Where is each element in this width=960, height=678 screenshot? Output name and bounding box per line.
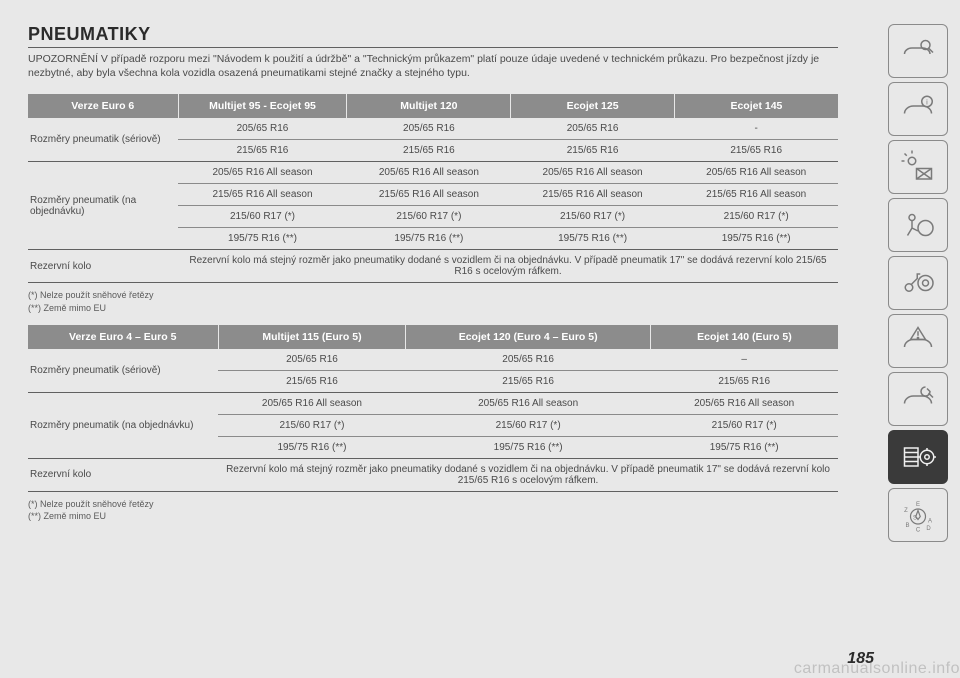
- cell: 205/65 R16: [218, 349, 406, 371]
- t2-h2: Ecojet 120 (Euro 4 – Euro 5): [406, 325, 650, 349]
- cell: 215/65 R16: [406, 370, 650, 392]
- cell: 215/60 R17 (*): [650, 414, 838, 436]
- rail-tab-key-icon[interactable]: [888, 256, 948, 310]
- cell: 195/75 R16 (**): [650, 436, 838, 458]
- cell: 205/65 R16 All season: [511, 162, 675, 184]
- t1-h4: Ecojet 145: [674, 94, 838, 118]
- rail-tab-specs-icon[interactable]: [888, 430, 948, 484]
- cell: 205/65 R16 All season: [406, 392, 650, 414]
- cell: 195/75 R16 (**): [674, 228, 838, 250]
- footnote-star: (*) Nelze použít sněhové řetězy: [28, 289, 838, 302]
- t2-row3-label: Rezervní kolo: [28, 458, 218, 491]
- tyre-table-euro45: Verze Euro 4 – Euro 5 Multijet 115 (Euro…: [28, 325, 838, 492]
- t2-row1-label: Rozměry pneumatik (sériově): [28, 349, 218, 393]
- t1-row3-label: Rezervní kolo: [28, 250, 178, 283]
- cell: 195/75 R16 (**): [347, 228, 511, 250]
- cell: 205/65 R16: [347, 118, 511, 140]
- rail-tab-compass-icon[interactable]: E Z A B D C S: [888, 488, 948, 542]
- rail-tab-lights-icon[interactable]: [888, 140, 948, 194]
- intro-text: UPOZORNĚNÍ V případě rozporu mezi "Návod…: [28, 52, 838, 80]
- t1-h1: Multijet 95 - Ecojet 95: [178, 94, 347, 118]
- cell: 215/60 R17 (*): [218, 414, 406, 436]
- cell: 215/60 R17 (*): [178, 206, 347, 228]
- svg-text:A: A: [928, 519, 932, 525]
- t2-row2-label: Rozměry pneumatik (na objednávku): [28, 392, 218, 458]
- cell: 205/65 R16 All season: [674, 162, 838, 184]
- cell: –: [650, 349, 838, 371]
- svg-text:D: D: [926, 526, 931, 532]
- cell: 205/65 R16 All season: [347, 162, 511, 184]
- section-rail: i: [888, 24, 948, 542]
- tyre-table-euro6: Verze Euro 6 Multijet 95 - Ecojet 95 Mul…: [28, 94, 838, 283]
- cell: 215/65 R16: [347, 140, 511, 162]
- t1-row1-label: Rozměry pneumatik (sériově): [28, 118, 178, 162]
- svg-text:B: B: [905, 523, 909, 529]
- cell: 205/65 R16: [178, 118, 347, 140]
- cell: 215/60 R17 (*): [674, 206, 838, 228]
- cell: 205/65 R16: [511, 118, 675, 140]
- cell: 195/75 R16 (**): [178, 228, 347, 250]
- cell: 205/65 R16: [406, 349, 650, 371]
- footnotes-1: (*) Nelze použít sněhové řetězy (**) Zem…: [28, 289, 838, 314]
- cell: 215/60 R17 (*): [347, 206, 511, 228]
- t1-row2-label: Rozměry pneumatik (na objednávku): [28, 162, 178, 250]
- t1-h2: Multijet 120: [347, 94, 511, 118]
- t2-h1: Multijet 115 (Euro 5): [218, 325, 406, 349]
- svg-text:i: i: [926, 98, 928, 107]
- t2-spare-text: Rezervní kolo má stejný rozměr jako pneu…: [218, 458, 838, 491]
- cell: 215/65 R16 All season: [511, 184, 675, 206]
- rail-tab-service-icon[interactable]: [888, 372, 948, 426]
- cell: 195/75 R16 (**): [406, 436, 650, 458]
- svg-text:C: C: [916, 528, 921, 534]
- t1-h3: Ecojet 125: [511, 94, 675, 118]
- cell: 215/65 R16: [218, 370, 406, 392]
- footnote-dstar-2: (**) Země mimo EU: [28, 510, 838, 523]
- rail-tab-airbag-icon[interactable]: [888, 198, 948, 252]
- watermark: carmanualsonline.info: [794, 660, 960, 678]
- rail-tab-search-icon[interactable]: [888, 24, 948, 78]
- cell: 215/65 R16 All season: [178, 184, 347, 206]
- svg-text:Z: Z: [904, 508, 908, 514]
- cell: 215/60 R17 (*): [511, 206, 675, 228]
- t2-h0: Verze Euro 4 – Euro 5: [28, 325, 218, 349]
- rail-tab-info-icon[interactable]: i: [888, 82, 948, 136]
- cell: 215/65 R16 All season: [674, 184, 838, 206]
- cell: 215/60 R17 (*): [406, 414, 650, 436]
- t1-h0: Verze Euro 6: [28, 94, 178, 118]
- cell: -: [674, 118, 838, 140]
- cell: 205/65 R16 All season: [218, 392, 406, 414]
- cell: 215/65 R16: [674, 140, 838, 162]
- t2-h3: Ecojet 140 (Euro 5): [650, 325, 838, 349]
- footnotes-2: (*) Nelze použít sněhové řetězy (**) Zem…: [28, 498, 838, 523]
- svg-text:E: E: [916, 502, 920, 508]
- footnote-star-2: (*) Nelze použít sněhové řetězy: [28, 498, 838, 511]
- rail-tab-warning-icon[interactable]: [888, 314, 948, 368]
- cell: 215/65 R16: [178, 140, 347, 162]
- cell: 205/65 R16 All season: [650, 392, 838, 414]
- cell: 215/65 R16 All season: [347, 184, 511, 206]
- cell: 195/75 R16 (**): [511, 228, 675, 250]
- page-title: PNEUMATIKY: [28, 24, 838, 48]
- cell: 215/65 R16: [511, 140, 675, 162]
- cell: 205/65 R16 All season: [178, 162, 347, 184]
- cell: 215/65 R16: [650, 370, 838, 392]
- footnote-dstar: (**) Země mimo EU: [28, 302, 838, 315]
- t1-spare-text: Rezervní kolo má stejný rozměr jako pneu…: [178, 250, 838, 283]
- cell: 195/75 R16 (**): [218, 436, 406, 458]
